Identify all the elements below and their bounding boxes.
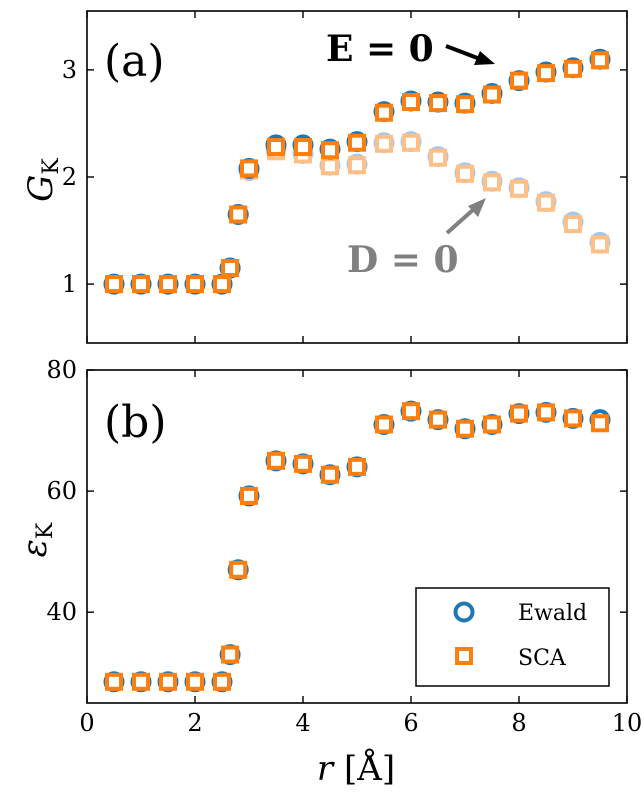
legend-box <box>415 587 610 687</box>
panel-a-sca-faded-point <box>564 215 582 234</box>
panel-a-sca-point <box>591 51 609 70</box>
panel-b-sca-point <box>213 672 231 691</box>
annotation-d-arrow <box>445 198 486 235</box>
panel-a-sca-point <box>294 138 312 157</box>
panel-a-sca-faded-point <box>483 173 501 192</box>
panel-a-sca-faded-point <box>456 164 474 183</box>
annotation-d-zero: D = 0 <box>347 239 459 281</box>
panel-a-sca-point <box>159 275 177 294</box>
legend: Ewald SCA <box>415 587 610 687</box>
panel-b-sca-point <box>402 402 420 421</box>
panel-b: 0 2 4 6 8 10 40 60 80 <box>46 356 642 737</box>
panel-a-ylabel: GK <box>21 158 64 202</box>
panel-b-xtick-label: 4 <box>295 709 310 737</box>
panel-a-sca-point <box>537 64 555 83</box>
panel-a-sca-point <box>186 275 204 294</box>
panel-b-xlabel-unit: [Å] <box>333 748 395 789</box>
panel-a-sca-faded-point <box>321 157 339 176</box>
panel-b-xlabel-var: r <box>317 749 335 789</box>
panel-b-xtick-label: 6 <box>403 709 418 737</box>
panel-a-sca-point <box>564 59 582 78</box>
panel-a-sca-point <box>402 93 420 112</box>
panel-a-sca-faded-point <box>402 133 420 152</box>
panel-b-sca-point <box>591 414 609 433</box>
panel-a-sca-point <box>240 159 258 178</box>
panel-b-frame <box>86 369 628 704</box>
panel-b-sca-point <box>132 672 150 691</box>
panel-a-sca-point <box>213 275 231 294</box>
panel-b-xlabel: r [Å] <box>317 748 395 789</box>
panel-a-sca-point <box>456 95 474 114</box>
panel-b-sca-point <box>294 454 312 473</box>
annotation-d-rest: = 0 <box>378 239 458 281</box>
panel-b-sca-point <box>510 404 528 423</box>
panel-b-xtick-label: 2 <box>187 709 202 737</box>
panel-b-sca-point <box>159 672 177 691</box>
panel-b-sca-point <box>267 451 285 470</box>
legend-ewald-label: Ewald <box>518 601 587 626</box>
annotation-e-var: E <box>326 28 353 70</box>
panel-b-ytick-label: 60 <box>46 477 77 505</box>
panel-a-sca-point <box>321 141 339 160</box>
panel-b-xtick-label: 8 <box>511 709 526 737</box>
panel-b-sca-point <box>375 415 393 434</box>
panel-b-sca-point <box>537 403 555 422</box>
panel-b-sca-point <box>105 672 123 691</box>
panel-a-label: (a) <box>104 36 165 87</box>
panel-b-label: (b) <box>104 397 167 448</box>
panel-a-sca-faded-point <box>591 235 609 254</box>
panel-b-sca-point <box>348 457 366 476</box>
panel-b-ytick-label: 40 <box>46 598 77 626</box>
panel-a-sca-point <box>510 71 528 90</box>
panel-b-sca-point <box>186 672 204 691</box>
panel-b-ylabel-sub: K <box>33 522 58 539</box>
panel-b-sca-point <box>221 645 240 664</box>
annotation-e-zero: E = 0 <box>326 28 434 70</box>
panel-a-sca-point <box>221 259 240 278</box>
legend-sca-marker <box>455 647 473 665</box>
panel-a-sca-faded-point <box>348 156 366 175</box>
panel-a-sca-faded-point <box>537 193 555 212</box>
panel-a-sca-faded-point <box>429 148 447 167</box>
panel-b-ytick-label: 80 <box>46 356 77 384</box>
legend-ewald-marker <box>453 601 475 623</box>
panel-b-sca-point <box>240 486 258 505</box>
panel-a-sca-point <box>267 138 285 157</box>
panel-a-sca-faded-point <box>375 134 393 153</box>
panel-b-xtick-label: 0 <box>79 709 94 737</box>
panel-a-ytick-label: 1 <box>62 270 77 298</box>
annotation-e-arrow <box>445 44 495 65</box>
legend-sca-label: SCA <box>518 646 567 671</box>
panel-a-sca-point <box>429 94 447 113</box>
panel-b-sca-point <box>456 419 474 438</box>
panel-b-ylabel-main: ε <box>15 539 55 557</box>
panel-a: 1 2 3 <box>62 10 628 344</box>
panel-a-ylabel-sub: K <box>39 158 64 175</box>
panel-b-sca-point <box>229 560 248 579</box>
annotation-e-rest: = 0 <box>353 28 433 70</box>
panel-b-sca-point <box>429 410 447 429</box>
panel-a-sca-faded-point <box>510 179 528 198</box>
panel-b-sca-point <box>483 415 501 434</box>
panel-a-sca-point <box>483 85 501 104</box>
panel-b-sca-point <box>321 465 339 484</box>
panel-a-ytick-label: 2 <box>62 163 77 191</box>
panel-b-ylabel: εK <box>15 522 58 557</box>
panel-a-ytick-label: 3 <box>62 56 77 84</box>
panel-a-ylabel-main: G <box>21 175 61 202</box>
panel-a-sca-point <box>105 275 123 294</box>
panel-b-xtick-label: 10 <box>612 709 643 737</box>
panel-b-sca-point <box>564 409 582 428</box>
panel-a-sca-point <box>132 275 150 294</box>
annotation-d-var: D <box>347 239 378 281</box>
panel-a-sca-point <box>348 133 366 152</box>
panel-a-sca-point <box>375 103 393 122</box>
panel-a-sca-point <box>229 205 248 224</box>
